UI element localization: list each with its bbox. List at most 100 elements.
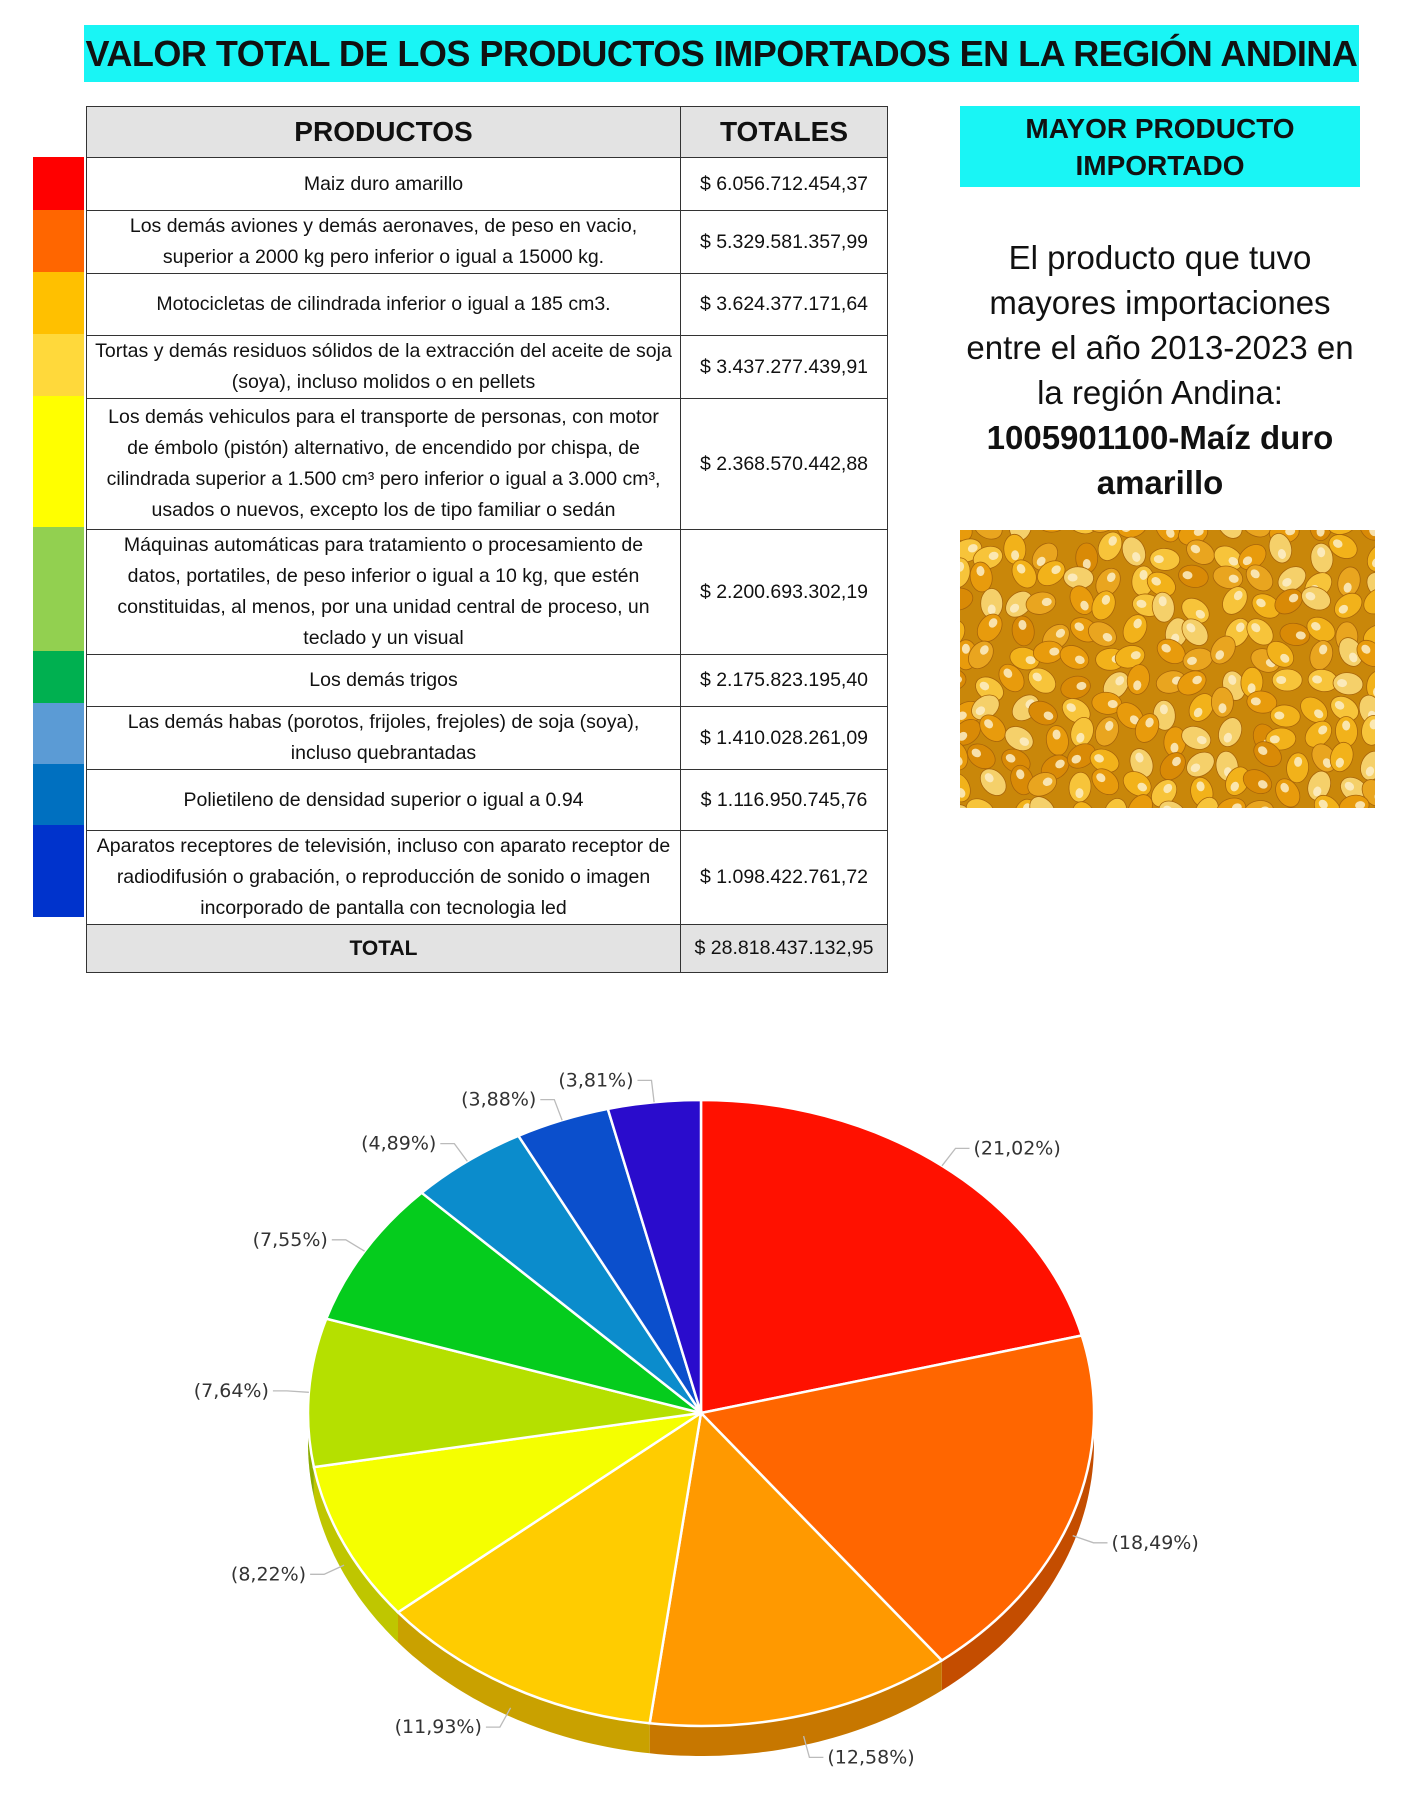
corn-kernel xyxy=(1127,794,1153,808)
corn-kernel xyxy=(1275,778,1301,808)
corn-kernel xyxy=(1094,716,1120,747)
corn-kernel xyxy=(1332,672,1364,696)
header-products: PRODUCTOS xyxy=(86,106,681,158)
corn-kernel xyxy=(1338,794,1370,808)
corn-kernel xyxy=(1238,544,1267,571)
top-product-description: El producto que tuvo mayores importacion… xyxy=(950,235,1370,505)
pie-slice-side xyxy=(398,1612,650,1754)
corn-kernel xyxy=(1181,725,1212,750)
corn-kernel xyxy=(1307,770,1332,801)
corn-kernel xyxy=(1134,713,1160,743)
corn-kernel xyxy=(960,668,967,692)
product-name: Maiz duro amarillo xyxy=(86,157,681,211)
corn-kernel xyxy=(1011,615,1035,647)
corn-kernel xyxy=(1266,640,1295,668)
corn-kernel xyxy=(1151,591,1175,623)
corn-kernel xyxy=(1271,668,1303,692)
pie-slice-side xyxy=(313,1467,398,1643)
corn-kernel xyxy=(1088,621,1117,647)
pie-leader-line xyxy=(485,1707,512,1728)
corn-kernel xyxy=(1009,646,1040,671)
color-swatch xyxy=(33,825,84,917)
corn-kernel xyxy=(1068,771,1092,803)
pie-slice-label: (8,22%) xyxy=(231,1563,306,1585)
product-total: $ 1.116.950.745,76 xyxy=(680,769,888,831)
table-row: Las demás habas (porotos, frijoles, frej… xyxy=(86,706,888,770)
corn-kernel xyxy=(1186,539,1215,565)
corn-kernel xyxy=(1222,586,1248,615)
corn-kernel xyxy=(1194,796,1219,808)
corn-kernel xyxy=(1102,671,1130,700)
color-swatch xyxy=(33,210,84,272)
pie-slice xyxy=(606,1098,703,1414)
product-name: Las demás habas (porotos, frijoles, frej… xyxy=(86,706,681,770)
pie-leader-line xyxy=(1072,1534,1108,1544)
pie-slice xyxy=(648,1410,944,1728)
corn-kernel xyxy=(1029,796,1056,808)
table-header-row: PRODUCTOS TOTALES xyxy=(86,106,888,158)
corn-kernel xyxy=(1088,530,1119,533)
product-name: Los demás trigos xyxy=(86,654,681,707)
product-total: $ 6.056.712.454,37 xyxy=(680,157,888,211)
corn-kernel xyxy=(1063,566,1094,590)
corn-kernel xyxy=(1329,741,1354,773)
corn-kernel xyxy=(1279,622,1311,646)
corn-kernel xyxy=(1253,741,1282,767)
pie-chart-svg: (21,02%) (18,49%) (12,58%) (11,93%) (8,22%) (… xyxy=(194,1069,1199,1768)
corn-kernel xyxy=(1059,645,1090,670)
corn-kernel xyxy=(1358,530,1375,541)
corn-kernel xyxy=(960,557,971,588)
corn-kernel xyxy=(960,587,974,611)
corn-kernel xyxy=(1213,545,1243,571)
corn-kernel xyxy=(1330,695,1359,722)
corn-kernel xyxy=(1069,585,1095,615)
corn-kernel xyxy=(1309,640,1334,671)
product-total: $ 3.437.277.439,91 xyxy=(680,335,888,399)
corn-kernel xyxy=(1155,530,1180,543)
corn-kernel xyxy=(1091,768,1120,796)
table-row: Aparatos receptores de televisión, inclu… xyxy=(86,830,888,925)
pie-slice-label: (7,64%) xyxy=(194,1380,269,1402)
corn-kernel xyxy=(1309,530,1333,541)
pie-chart: (21,02%) (18,49%) (12,58%) (11,93%) (8,22%) (… xyxy=(0,1020,1403,1817)
product-total: $ 3.624.377.171,64 xyxy=(680,273,888,336)
color-swatch xyxy=(33,651,84,703)
corn-kernel xyxy=(1151,779,1178,808)
corn-kernel xyxy=(960,740,969,771)
table-row: Los demás trigos $ 2.175.823.195,40 xyxy=(86,654,888,707)
pie-slice-label: (3,88%) xyxy=(461,1089,536,1111)
corn-kernel xyxy=(1246,690,1278,714)
pie-slice-side xyxy=(941,1413,1094,1691)
corn-kernel xyxy=(1097,531,1123,561)
corn-kernel xyxy=(1089,748,1120,773)
corn-kernel xyxy=(1003,533,1027,565)
corn-kernel xyxy=(1306,616,1336,642)
pie-slice-side xyxy=(649,1660,942,1756)
color-swatch xyxy=(33,764,84,825)
corn-kernel xyxy=(1103,797,1128,808)
corn-kernel xyxy=(1245,564,1274,592)
corn-kernel xyxy=(1060,675,1091,700)
corn-kernel xyxy=(998,663,1025,693)
corn-kernel xyxy=(1004,726,1034,752)
corn-kernel xyxy=(1005,590,1033,618)
product-name: Máquinas automáticas para tratamiento o … xyxy=(86,529,681,655)
corn-kernel xyxy=(1269,704,1301,728)
table-row: Los demás aviones y demás aeronaves, de … xyxy=(86,210,888,274)
pie-leader-line xyxy=(440,1142,468,1162)
corn-kernel xyxy=(1286,752,1310,784)
corn-kernel xyxy=(1313,794,1342,808)
corn-kernel xyxy=(1114,645,1146,669)
color-legend xyxy=(33,157,84,917)
corn-kernel xyxy=(1146,571,1176,597)
corn-kernel xyxy=(960,772,971,803)
corn-kernel xyxy=(1045,725,1069,756)
corn-kernel xyxy=(1225,766,1250,796)
pie-slice-label: (11,93%) xyxy=(395,1716,482,1738)
corn-kernel xyxy=(1117,530,1148,538)
corn-kernel xyxy=(960,620,966,649)
product-name: Los demás vehiculos para el transporte d… xyxy=(86,398,681,530)
corn-kernel xyxy=(1366,670,1375,702)
product-total: $ 2.368.570.442,88 xyxy=(680,398,888,530)
product-total: $ 2.175.823.195,40 xyxy=(680,654,888,707)
